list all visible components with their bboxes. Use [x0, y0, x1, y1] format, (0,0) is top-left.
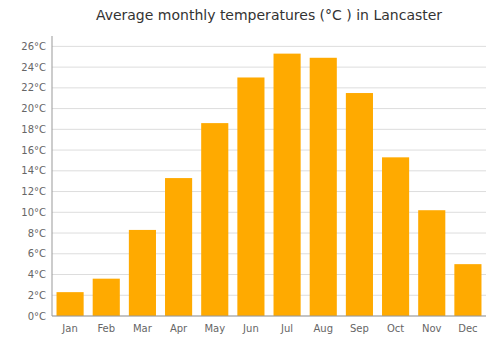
- bar: [201, 123, 228, 316]
- x-tick-label: Jun: [242, 323, 259, 334]
- bar: [274, 54, 301, 316]
- grid-line: [52, 129, 486, 130]
- x-axis-line: [52, 316, 486, 317]
- y-tick-label: 22°C: [21, 82, 46, 93]
- y-tick-label: 12°C: [21, 186, 46, 197]
- y-tick-label: 24°C: [21, 62, 46, 73]
- y-tick-label: 16°C: [21, 145, 46, 156]
- grid-line: [52, 170, 486, 171]
- grid-line: [52, 108, 486, 109]
- bar: [237, 77, 264, 316]
- y-tick-label: 14°C: [21, 165, 46, 176]
- bar: [310, 58, 337, 316]
- y-tick-label: 20°C: [21, 103, 46, 114]
- grid-line: [52, 150, 486, 151]
- x-tick-label: Feb: [97, 323, 115, 334]
- y-tick-label: 0°C: [28, 311, 46, 322]
- bar: [129, 230, 156, 316]
- y-tick-label: 10°C: [21, 207, 46, 218]
- x-tick-label: Jul: [280, 323, 293, 334]
- grid-line: [52, 316, 486, 317]
- x-tick-label: Apr: [170, 323, 188, 334]
- bar: [93, 279, 120, 316]
- x-tick-label: May: [204, 323, 225, 334]
- bar: [346, 93, 373, 316]
- y-axis-line: [52, 36, 53, 316]
- y-tick-label: 4°C: [28, 269, 46, 280]
- bars: [57, 54, 482, 316]
- bar: [454, 264, 481, 316]
- x-tick-label: Aug: [313, 323, 333, 334]
- chart: Average monthly temperatures (°C ) in La…: [0, 0, 500, 350]
- title: Average monthly temperatures (°C ) in La…: [96, 7, 442, 23]
- bar: [418, 210, 445, 316]
- x-tick-label: Dec: [458, 323, 477, 334]
- grid-line: [52, 46, 486, 47]
- x-tick-label: Oct: [387, 323, 404, 334]
- grid-line: [52, 191, 486, 192]
- y-tick-label: 26°C: [21, 41, 46, 52]
- x-tick-label: Sep: [350, 323, 369, 334]
- x-tick-label: Mar: [133, 323, 153, 334]
- bar: [165, 178, 192, 316]
- y-tick-label: 2°C: [28, 290, 46, 301]
- y-tick-label: 8°C: [28, 228, 46, 239]
- grid: [52, 46, 486, 316]
- grid-line: [52, 87, 486, 88]
- x-tick-label: Jan: [61, 323, 77, 334]
- bar: [57, 292, 84, 316]
- y-tick-label: 6°C: [28, 248, 46, 259]
- grid-line: [52, 67, 486, 68]
- x-tick-label: Nov: [422, 323, 442, 334]
- bar: [382, 157, 409, 316]
- y-tick-label: 18°C: [21, 124, 46, 135]
